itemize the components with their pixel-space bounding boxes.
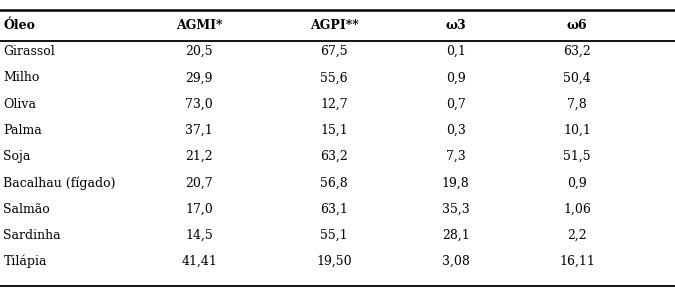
Text: Tilápia: Tilápia: [3, 255, 47, 268]
Text: 7,3: 7,3: [446, 150, 466, 163]
Text: AGPI**: AGPI**: [310, 19, 358, 32]
Text: 2,2: 2,2: [567, 229, 587, 242]
Text: 17,0: 17,0: [185, 203, 213, 216]
Text: 56,8: 56,8: [320, 176, 348, 189]
Text: 41,41: 41,41: [181, 255, 217, 268]
Text: 67,5: 67,5: [321, 45, 348, 58]
Text: Girassol: Girassol: [3, 45, 55, 58]
Text: 37,1: 37,1: [185, 124, 213, 137]
Text: Óleo: Óleo: [3, 19, 35, 32]
Text: 73,0: 73,0: [185, 98, 213, 111]
Text: Soja: Soja: [3, 150, 31, 163]
Text: 0,7: 0,7: [446, 98, 466, 111]
Text: 20,5: 20,5: [186, 45, 213, 58]
Text: 29,9: 29,9: [186, 71, 213, 84]
Text: 19,8: 19,8: [441, 176, 470, 189]
Text: 15,1: 15,1: [320, 124, 348, 137]
Text: 63,2: 63,2: [563, 45, 591, 58]
Text: 63,2: 63,2: [320, 150, 348, 163]
Text: Palma: Palma: [3, 124, 42, 137]
Text: 0,3: 0,3: [446, 124, 466, 137]
Text: 0,9: 0,9: [567, 176, 587, 189]
Text: 50,4: 50,4: [563, 71, 591, 84]
Text: 3,08: 3,08: [441, 255, 470, 268]
Text: 0,1: 0,1: [446, 45, 466, 58]
Text: Bacalhau (fígado): Bacalhau (fígado): [3, 176, 116, 190]
Text: 28,1: 28,1: [441, 229, 470, 242]
Text: 21,2: 21,2: [186, 150, 213, 163]
Text: 19,50: 19,50: [317, 255, 352, 268]
Text: ω6: ω6: [567, 19, 587, 32]
Text: 16,11: 16,11: [559, 255, 595, 268]
Text: 20,7: 20,7: [186, 176, 213, 189]
Text: 63,1: 63,1: [320, 203, 348, 216]
Text: 35,3: 35,3: [441, 203, 470, 216]
Text: 55,1: 55,1: [321, 229, 348, 242]
Text: Salmão: Salmão: [3, 203, 50, 216]
Text: 12,7: 12,7: [321, 98, 348, 111]
Text: Oliva: Oliva: [3, 98, 36, 111]
Text: 0,9: 0,9: [446, 71, 466, 84]
Text: 10,1: 10,1: [563, 124, 591, 137]
Text: Milho: Milho: [3, 71, 40, 84]
Text: 55,6: 55,6: [321, 71, 348, 84]
Text: 1,06: 1,06: [563, 203, 591, 216]
Text: 51,5: 51,5: [564, 150, 591, 163]
Text: Sardinha: Sardinha: [3, 229, 61, 242]
Text: 14,5: 14,5: [185, 229, 213, 242]
Text: ω3: ω3: [446, 19, 466, 32]
Text: AGMI*: AGMI*: [176, 19, 222, 32]
Text: 7,8: 7,8: [567, 98, 587, 111]
